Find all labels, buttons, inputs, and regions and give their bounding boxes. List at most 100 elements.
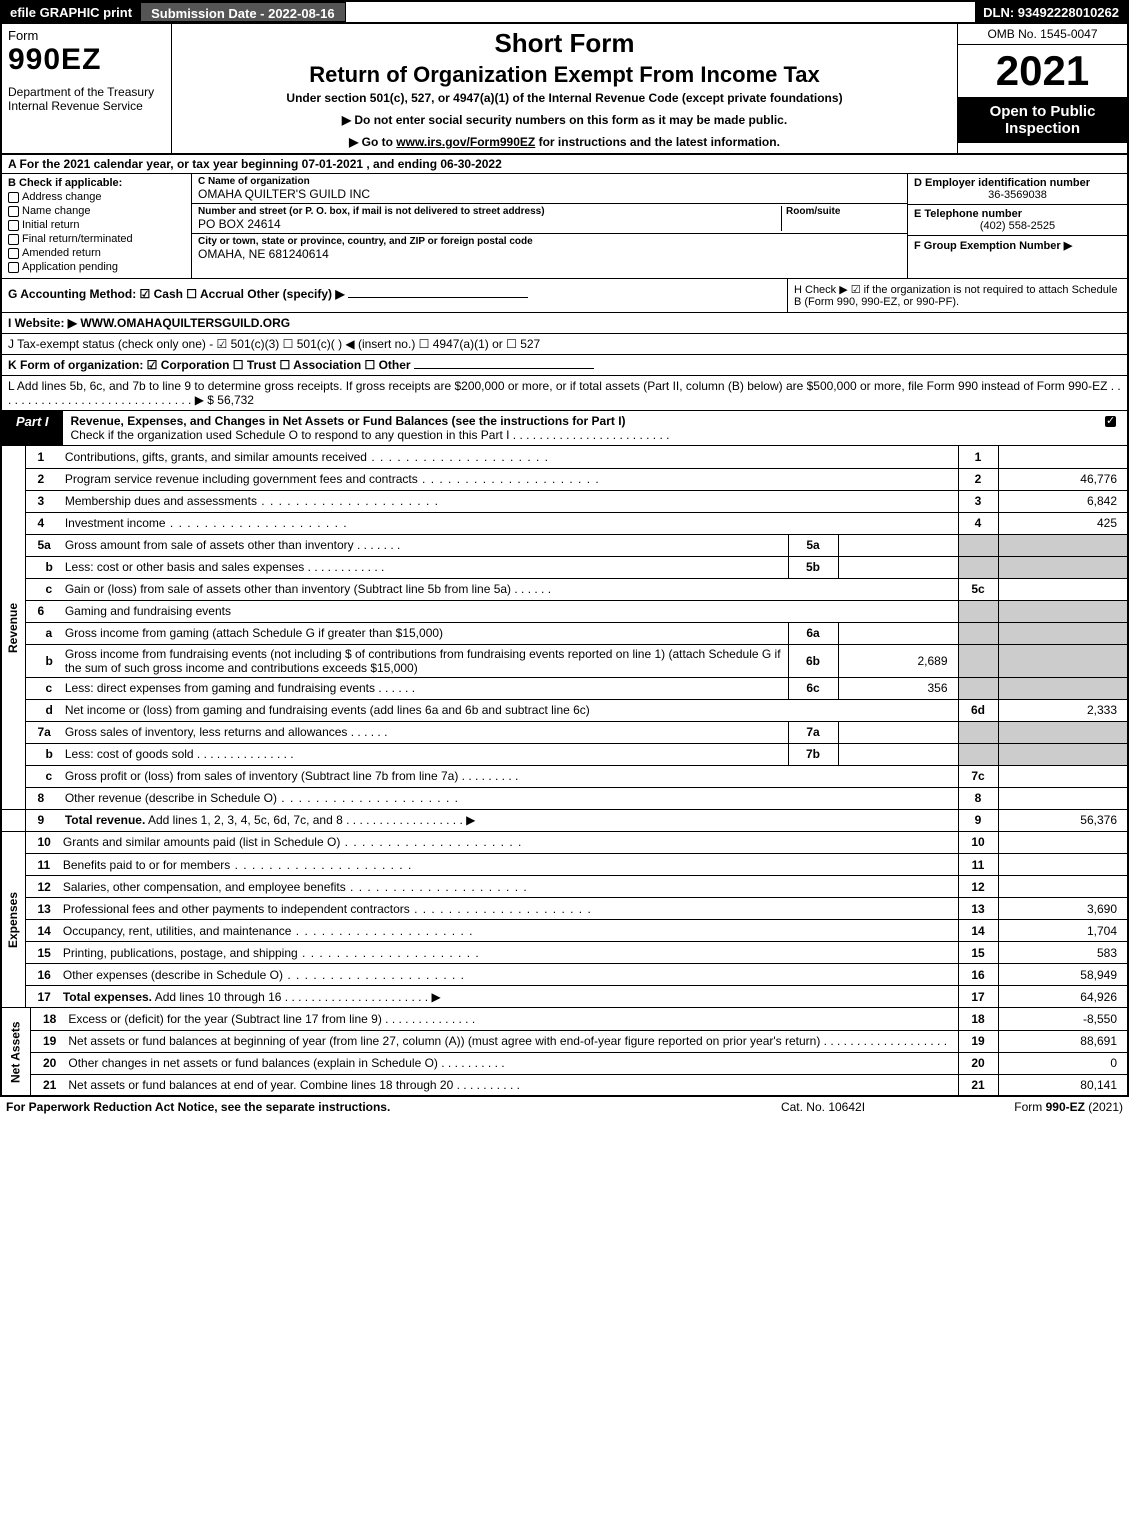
submission-date: Submission Date - 2022-08-16 — [140, 2, 346, 22]
street-value: PO BOX 24614 — [198, 217, 781, 231]
form-word: Form — [8, 28, 165, 43]
irs-link[interactable]: www.irs.gov/Form990EZ — [396, 135, 535, 149]
check-application-pending[interactable]: Application pending — [8, 261, 185, 273]
form-of-org-row: K Form of organization: ☑ Corporation ☐ … — [0, 355, 1129, 376]
line-15-val: 583 — [998, 942, 1128, 964]
column-c: C Name of organization OMAHA QUILTER'S G… — [192, 174, 907, 278]
line-21: 21 Net assets or fund balances at end of… — [1, 1074, 1128, 1096]
notice-2: ▶ Go to www.irs.gov/Form990EZ for instru… — [180, 135, 949, 149]
line-17-val: 64,926 — [998, 986, 1128, 1008]
net-assets-table: Net Assets 18 Excess or (deficit) for th… — [0, 1008, 1129, 1097]
line-1-val — [998, 446, 1128, 468]
phone-label: E Telephone number — [914, 208, 1022, 220]
line-19: 19 Net assets or fund balances at beginn… — [1, 1030, 1128, 1052]
header-left: Form 990EZ Department of the Treasury In… — [2, 24, 172, 153]
line-5b: b Less: cost or other basis and sales ex… — [1, 556, 1128, 578]
column-def: D Employer identification number 36-3569… — [907, 174, 1127, 278]
part-1-label: Part I — [2, 411, 63, 445]
line-6d-val: 2,333 — [998, 699, 1128, 721]
line-5c: c Gain or (loss) from sale of assets oth… — [1, 578, 1128, 600]
b-label: B Check if applicable: — [8, 177, 122, 189]
check-amended-return[interactable]: Amended return — [8, 247, 185, 259]
check-address-change[interactable]: Address change — [8, 191, 185, 203]
ein-label: D Employer identification number — [914, 177, 1090, 189]
org-name: OMAHA QUILTER'S GUILD INC — [198, 187, 901, 201]
phone-row: E Telephone number (402) 558-2525 — [908, 205, 1127, 236]
subtitle: Under section 501(c), 527, or 4947(a)(1)… — [180, 91, 949, 105]
line-6c-val: 356 — [838, 677, 958, 699]
revenue-table: Revenue 1 Contributions, gifts, grants, … — [0, 446, 1129, 832]
check-final-return[interactable]: Final return/terminated — [8, 233, 185, 245]
spacer — [346, 2, 976, 22]
row-a-text: A For the 2021 calendar year, or tax yea… — [8, 157, 502, 171]
line-18: Net Assets 18 Excess or (deficit) for th… — [1, 1008, 1128, 1030]
street-label: Number and street (or P. O. box, if mail… — [198, 206, 781, 217]
accounting-method: G Accounting Method: ☑ Cash ☐ Accrual Ot… — [2, 279, 787, 312]
line-5a: 5a Gross amount from sale of assets othe… — [1, 534, 1128, 556]
line-7b: b Less: cost of goods sold . . . . . . .… — [1, 743, 1128, 765]
header-right: OMB No. 1545-0047 2021 Open to Public In… — [957, 24, 1127, 153]
revenue-vert-label: Revenue — [1, 446, 25, 809]
column-b: B Check if applicable: Address change Na… — [2, 174, 192, 278]
line-6b: b Gross income from fundraising events (… — [1, 644, 1128, 677]
group-exemption-row: F Group Exemption Number ▶ — [908, 236, 1127, 255]
street-row: Number and street (or P. O. box, if mail… — [192, 204, 907, 234]
line-19-val: 88,691 — [998, 1030, 1128, 1052]
part-1-title-text: Revenue, Expenses, and Changes in Net As… — [71, 414, 626, 428]
line-13-val: 3,690 — [998, 898, 1128, 920]
check-name-change[interactable]: Name change — [8, 205, 185, 217]
group-exemption-label: F Group Exemption Number ▶ — [914, 240, 1072, 252]
top-bar: efile GRAPHIC print Submission Date - 20… — [0, 0, 1129, 24]
line-1-no: 1 — [25, 446, 59, 468]
line-1-ref: 1 — [958, 446, 998, 468]
line-4: 4 Investment income 4 425 — [1, 512, 1128, 534]
line-14-val: 1,704 — [998, 920, 1128, 942]
row-a-tax-year: A For the 2021 calendar year, or tax yea… — [0, 155, 1129, 174]
part-1-check[interactable] — [1097, 411, 1127, 445]
line-4-val: 425 — [998, 512, 1128, 534]
row-g-h: G Accounting Method: ☑ Cash ☐ Accrual Ot… — [0, 279, 1129, 313]
part-1-title: Revenue, Expenses, and Changes in Net As… — [63, 411, 1097, 445]
footer-mid: Cat. No. 10642I — [723, 1100, 923, 1114]
section-bcdef: B Check if applicable: Address change Na… — [0, 174, 1129, 279]
dln: DLN: 93492228010262 — [975, 2, 1127, 22]
line-9: 9 Total revenue. Add lines 1, 2, 3, 4, 5… — [1, 809, 1128, 831]
line-2-val: 46,776 — [998, 468, 1128, 490]
line-1: Revenue 1 Contributions, gifts, grants, … — [1, 446, 1128, 468]
notice-1: ▶ Do not enter social security numbers o… — [180, 113, 949, 127]
gross-receipts-row: L Add lines 5b, 6c, and 7b to line 9 to … — [0, 376, 1129, 411]
row-k-text: K Form of organization: ☑ Corporation ☐ … — [8, 358, 411, 372]
line-16-val: 58,949 — [998, 964, 1128, 986]
line-21-val: 80,141 — [998, 1074, 1128, 1096]
form-number: 990EZ — [8, 43, 165, 77]
line-3-val: 6,842 — [998, 490, 1128, 512]
line-14: 14 Occupancy, rent, utilities, and maint… — [1, 920, 1128, 942]
org-name-label: C Name of organization — [198, 176, 901, 187]
footer-left: For Paperwork Reduction Act Notice, see … — [6, 1100, 723, 1114]
main-title: Return of Organization Exempt From Incom… — [180, 62, 949, 88]
schedule-b-check: H Check ▶ ☑ if the organization is not r… — [787, 279, 1127, 312]
line-6: 6 Gaming and fundraising events — [1, 600, 1128, 622]
arrow-icon: ▶ — [431, 990, 440, 1004]
line-18-val: -8,550 — [998, 1008, 1128, 1030]
footer-right: Form 990-EZ (2021) — [923, 1100, 1123, 1114]
city-value: OMAHA, NE 681240614 — [198, 247, 901, 261]
form-header: Form 990EZ Department of the Treasury In… — [0, 24, 1129, 155]
line-11: 11 Benefits paid to or for members 11 — [1, 854, 1128, 876]
room-label: Room/suite — [786, 206, 901, 217]
line-16: 16 Other expenses (describe in Schedule … — [1, 964, 1128, 986]
line-6c: c Less: direct expenses from gaming and … — [1, 677, 1128, 699]
org-name-row: C Name of organization OMAHA QUILTER'S G… — [192, 174, 907, 204]
line-8: 8 Other revenue (describe in Schedule O)… — [1, 787, 1128, 809]
check-initial-return[interactable]: Initial return — [8, 219, 185, 231]
website-text: I Website: ▶ WWW.OMAHAQUILTERSGUILD.ORG — [8, 316, 290, 330]
efile-label[interactable]: efile GRAPHIC print — [2, 2, 140, 22]
arrow-icon: ▶ — [466, 813, 475, 827]
line-12: 12 Salaries, other compensation, and emp… — [1, 876, 1128, 898]
line-17: 17 Total expenses. Add lines 10 through … — [1, 986, 1128, 1008]
line-6a: a Gross income from gaming (attach Sched… — [1, 622, 1128, 644]
tax-year: 2021 — [958, 45, 1127, 97]
ein-row: D Employer identification number 36-3569… — [908, 174, 1127, 205]
line-15: 15 Printing, publications, postage, and … — [1, 942, 1128, 964]
phone-value: (402) 558-2525 — [914, 220, 1121, 232]
